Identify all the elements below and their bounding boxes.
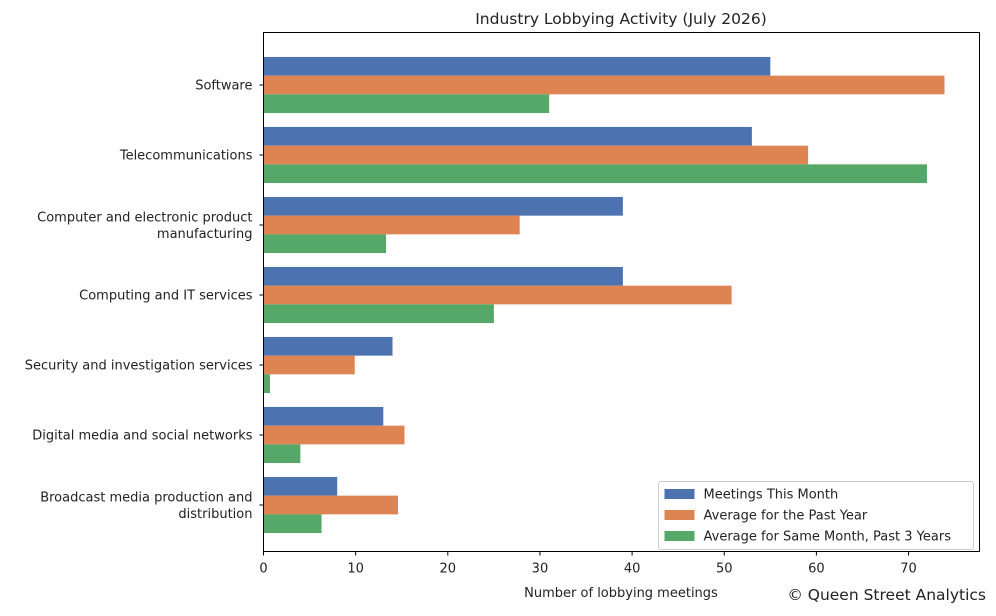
legend-label-3: Average for Same Month, Past 3 Years (704, 530, 952, 545)
x-tick-label: 0 (259, 562, 267, 577)
bar-3-4 (263, 304, 494, 324)
y-tick-label: Computer and electronic product manufactu… (37, 210, 252, 242)
bar-3-5 (263, 374, 270, 394)
legend-label-2: Average for the Past Year (704, 509, 868, 524)
bar-3-2 (263, 164, 927, 184)
bar-1-5 (263, 336, 393, 356)
bar-2-4 (263, 285, 732, 305)
x-tick-label: 20 (440, 562, 457, 577)
bar-2-3 (263, 215, 520, 235)
bar-1-2 (263, 126, 752, 146)
y-tick-label: Telecommunications (119, 149, 253, 164)
x-tick-label: 40 (624, 562, 641, 577)
x-axis: 0 10 20 30 40 50 60 70 (259, 551, 917, 577)
y-tick-label: Broadcast media production and distributi… (40, 490, 252, 522)
legend-label-1: Meetings This Month (704, 488, 839, 503)
bars-layer (263, 56, 945, 534)
bar-3-1 (263, 94, 550, 114)
legend-swatch-1 (664, 489, 695, 499)
y-tick-label: Digital media and social networks (32, 429, 252, 444)
bar-3-7 (263, 514, 322, 534)
bar-2-5 (263, 355, 355, 375)
legend-box (658, 481, 974, 550)
bar-2-7 (263, 495, 399, 515)
x-tick-label: 50 (716, 562, 733, 577)
legend-swatch-2 (664, 510, 695, 520)
legend: Meetings This Month Average for the Past … (658, 481, 974, 550)
y-axis: Software Telecommunications Computer and e… (25, 79, 264, 522)
bar-2-6 (263, 425, 405, 445)
bar-1-1 (263, 56, 771, 76)
bar-3-6 (263, 444, 301, 464)
x-tick-label: 70 (900, 562, 917, 577)
y-tick-label: Security and investigation services (25, 359, 253, 374)
legend-swatch-3 (664, 531, 695, 541)
bar-1-4 (263, 266, 623, 286)
chart-title: Industry Lobbying Activity (July 2026) (475, 10, 767, 28)
bar-1-7 (263, 476, 338, 496)
bar-3-3 (263, 234, 387, 254)
bar-1-6 (263, 406, 384, 426)
bar-2-1 (263, 75, 945, 95)
x-axis-label: Number of lobbying meetings (524, 586, 718, 601)
x-tick-label: 10 (347, 562, 364, 577)
x-tick-label: 60 (808, 562, 825, 577)
x-tick-label: 30 (532, 562, 549, 577)
y-tick-label: Software (195, 79, 252, 94)
bar-2-2 (263, 145, 809, 165)
y-tick-label: Computing and IT services (79, 289, 253, 304)
bar-1-3 (263, 196, 623, 216)
copyright-credit: © Queen Street Analytics (787, 586, 986, 604)
plot-frame (263, 32, 980, 552)
